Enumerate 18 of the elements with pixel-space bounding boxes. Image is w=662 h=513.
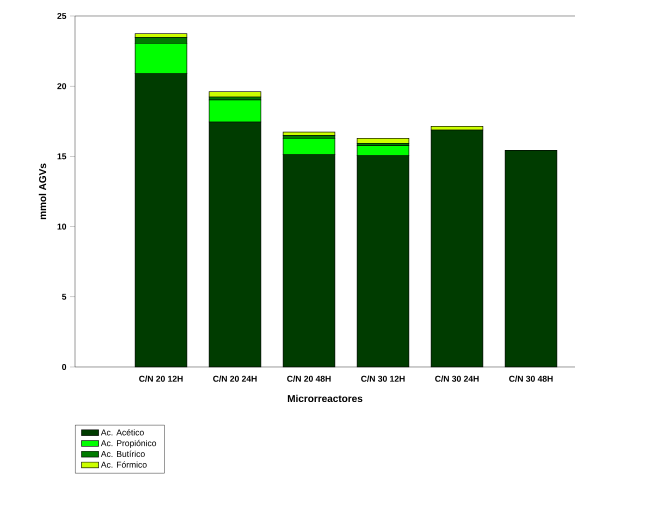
legend-label: Ac. Fórmico xyxy=(100,461,147,468)
y-tick-label: 20 xyxy=(57,83,66,90)
x-tick-label: C/N 20 24H xyxy=(213,376,257,382)
y-tick-label: 25 xyxy=(57,12,66,19)
x-axis-title: Microrreactores xyxy=(288,394,362,402)
legend-label: Ac. Propiónico xyxy=(100,440,156,448)
y-tick-label: 0 xyxy=(62,364,66,370)
x-tick-label: C/N 30 48H xyxy=(509,376,553,382)
x-tick-label: C/N 30 24H xyxy=(435,376,479,382)
y-tick-label: 5 xyxy=(62,294,66,300)
y-tick-label: 10 xyxy=(58,224,66,230)
x-tick-label: C/N 30 12H xyxy=(361,376,405,382)
x-tick-label: C/N 20 48H xyxy=(287,376,331,382)
y-axis-title: mmol AGVs xyxy=(38,164,46,220)
x-tick-label: C/N 20 12H xyxy=(139,376,183,382)
legend-label: Ac. Butírico xyxy=(100,450,145,457)
y-tick-label: 15 xyxy=(58,153,66,160)
legend-label: Ac. Acético xyxy=(100,429,144,436)
